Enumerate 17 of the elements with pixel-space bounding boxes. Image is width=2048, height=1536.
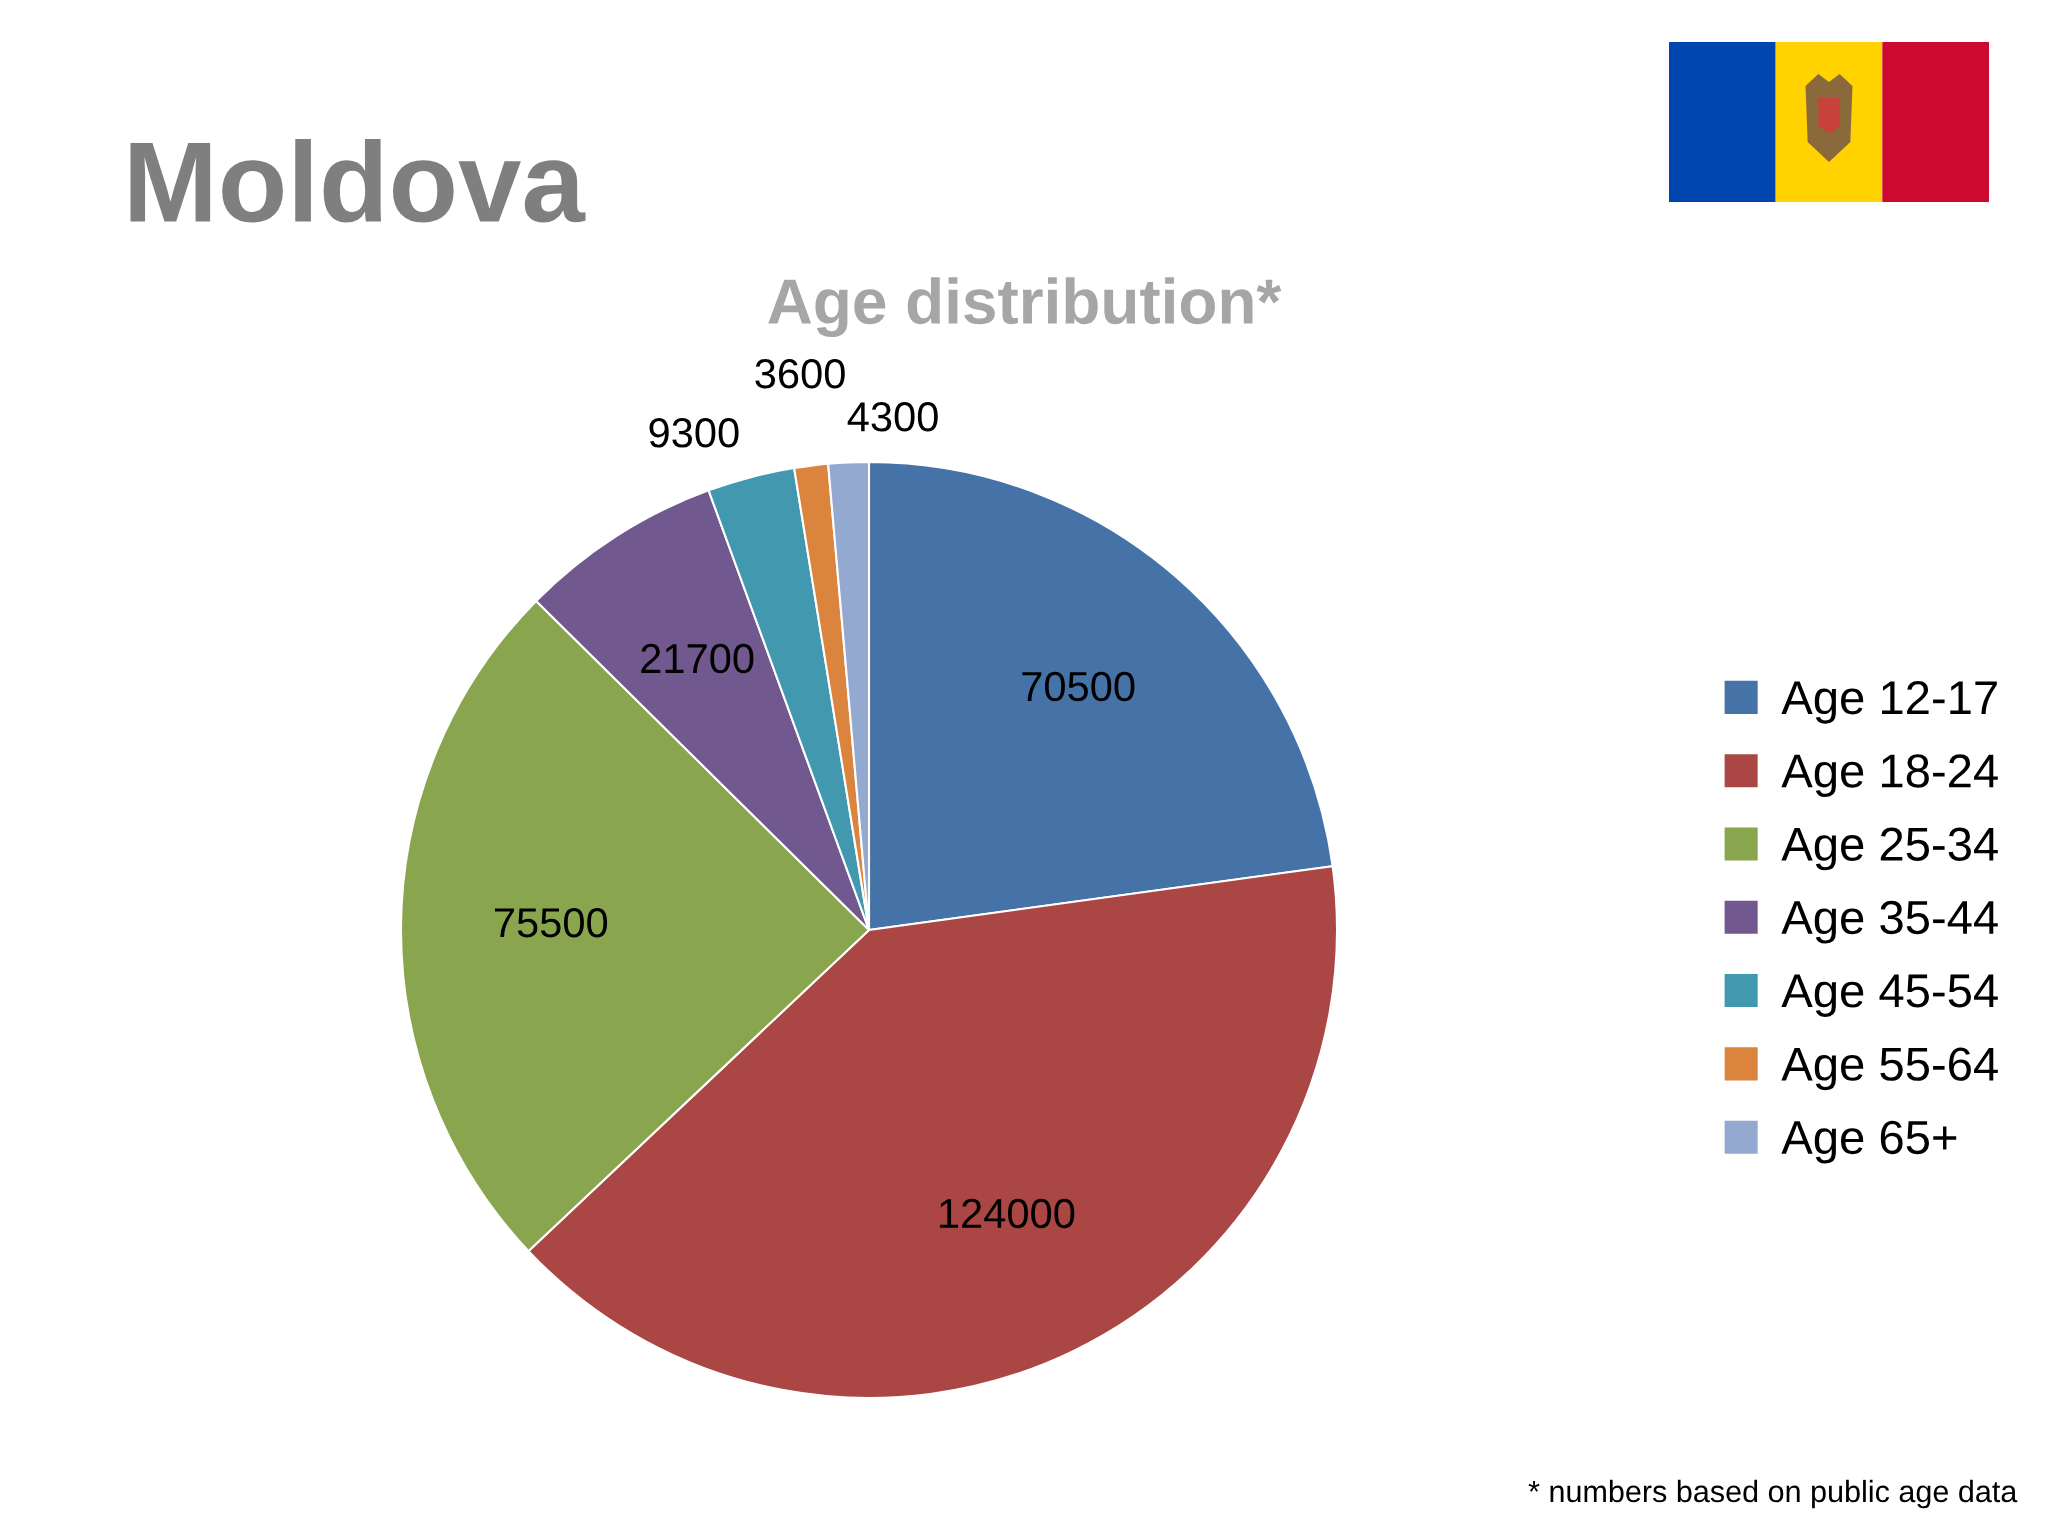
legend-label: Age 18-24 [1781,754,1998,798]
legend-label: Age 35-44 [1781,900,1998,944]
data-label: 124000 [940,1198,1075,1229]
chart-title: Moldova [130,138,586,223]
data-label: 3600 [755,359,845,389]
data-label: 9300 [649,418,739,448]
data-label: 21700 [641,643,754,674]
chart-subtitle: Age distribution* [768,277,1282,338]
legend-label: Age 25-34 [1781,827,1998,871]
legend-label: Age 55-64 [1781,1047,1998,1091]
text: * numbers based on public age data [1528,1479,2018,1509]
data-label: 70500 [1022,671,1135,702]
legend-label: Age 65+ [1781,1120,1957,1164]
legend-label: Age 12-17 [1781,680,1997,724]
legend-label: Age 45-54 [1781,974,1998,1017]
data-label: 4300 [847,402,938,432]
data-label: 75500 [494,907,608,938]
